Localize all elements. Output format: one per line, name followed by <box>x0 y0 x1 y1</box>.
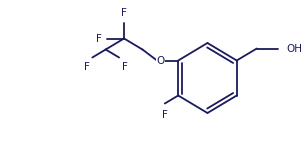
Text: F: F <box>162 109 168 120</box>
Text: O: O <box>157 56 165 65</box>
Text: F: F <box>121 8 127 17</box>
Text: F: F <box>84 61 89 72</box>
Text: F: F <box>122 61 128 72</box>
Text: F: F <box>96 33 102 44</box>
Text: OH: OH <box>287 44 303 53</box>
